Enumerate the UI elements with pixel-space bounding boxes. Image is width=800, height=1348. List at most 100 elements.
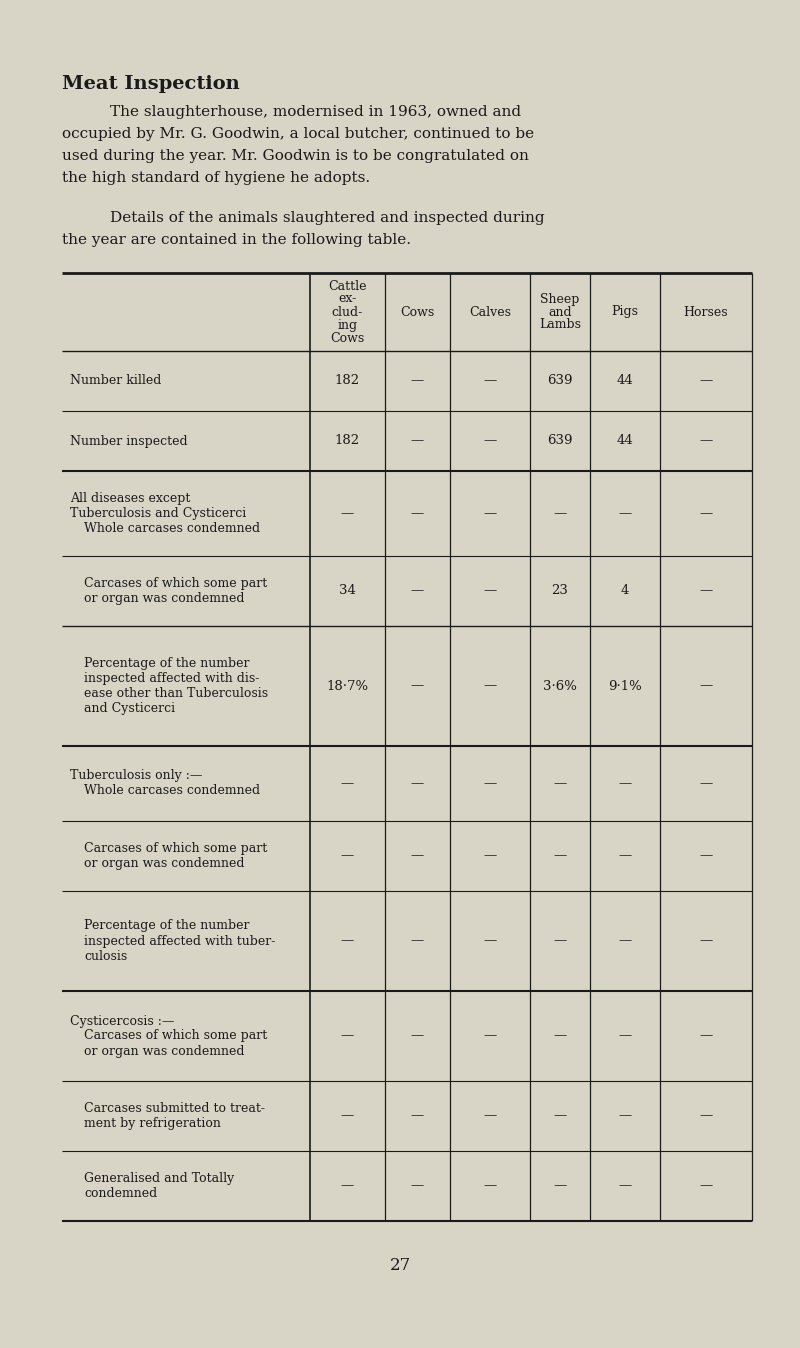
Text: All diseases except: All diseases except (70, 492, 190, 506)
Text: —: — (411, 375, 424, 387)
Text: —: — (411, 776, 424, 790)
Text: —: — (699, 679, 713, 693)
Text: —: — (341, 1109, 354, 1123)
Text: ment by refrigeration: ment by refrigeration (84, 1117, 221, 1130)
Text: 182: 182 (335, 375, 360, 387)
Text: Carcases of which some part: Carcases of which some part (84, 577, 267, 590)
Text: Sheep: Sheep (540, 293, 580, 306)
Text: ex-: ex- (338, 293, 357, 306)
Text: —: — (618, 776, 632, 790)
Text: Whole carcases condemned: Whole carcases condemned (84, 785, 260, 798)
Text: —: — (618, 849, 632, 863)
Text: —: — (618, 1109, 632, 1123)
Text: —: — (341, 776, 354, 790)
Text: Tuberculosis and Cysticerci: Tuberculosis and Cysticerci (70, 507, 246, 520)
Text: —: — (483, 934, 497, 948)
Text: —: — (341, 507, 354, 520)
Text: —: — (699, 1030, 713, 1042)
Text: —: — (554, 1030, 566, 1042)
Text: occupied by Mr. G. Goodwin, a local butcher, continued to be: occupied by Mr. G. Goodwin, a local butc… (62, 127, 534, 142)
Text: —: — (618, 507, 632, 520)
Text: 639: 639 (547, 434, 573, 448)
Text: —: — (699, 434, 713, 448)
Text: Horses: Horses (684, 306, 728, 318)
Text: —: — (554, 507, 566, 520)
Text: 34: 34 (339, 585, 356, 597)
Text: —: — (699, 1109, 713, 1123)
Text: inspected affected with tuber-: inspected affected with tuber- (84, 934, 275, 948)
Text: —: — (618, 1180, 632, 1193)
Text: and Cysticerci: and Cysticerci (84, 702, 175, 714)
Text: 182: 182 (335, 434, 360, 448)
Text: —: — (411, 1109, 424, 1123)
Text: —: — (554, 849, 566, 863)
Text: condemned: condemned (84, 1188, 158, 1200)
Text: —: — (411, 585, 424, 597)
Text: —: — (699, 507, 713, 520)
Text: —: — (483, 375, 497, 387)
Text: Cysticercosis :—: Cysticercosis :— (70, 1015, 174, 1027)
Text: the high standard of hygiene he adopts.: the high standard of hygiene he adopts. (62, 171, 370, 185)
Text: —: — (411, 507, 424, 520)
Text: 18·7%: 18·7% (326, 679, 369, 693)
Text: Lambs: Lambs (539, 318, 581, 332)
Text: —: — (341, 1180, 354, 1193)
Text: —: — (618, 934, 632, 948)
Text: Cows: Cows (330, 332, 365, 345)
Text: —: — (554, 776, 566, 790)
Text: —: — (618, 1030, 632, 1042)
Text: Calves: Calves (469, 306, 511, 318)
Text: Number inspected: Number inspected (70, 434, 188, 448)
Text: Percentage of the number: Percentage of the number (84, 919, 250, 933)
Text: Pigs: Pigs (611, 306, 638, 318)
Text: —: — (483, 507, 497, 520)
Text: The slaughterhouse, modernised in 1963, owned and: The slaughterhouse, modernised in 1963, … (110, 105, 521, 119)
Text: 4: 4 (621, 585, 629, 597)
Text: —: — (554, 1109, 566, 1123)
Text: Percentage of the number: Percentage of the number (84, 656, 250, 670)
Text: 639: 639 (547, 375, 573, 387)
Text: —: — (411, 679, 424, 693)
Text: —: — (411, 849, 424, 863)
Text: Carcases of which some part: Carcases of which some part (84, 842, 267, 855)
Text: culosis: culosis (84, 949, 127, 962)
Text: —: — (411, 934, 424, 948)
Text: —: — (341, 1030, 354, 1042)
Text: clud-: clud- (332, 306, 363, 318)
Text: or organ was condemned: or organ was condemned (84, 592, 245, 605)
Text: —: — (483, 585, 497, 597)
Text: —: — (411, 1030, 424, 1042)
Text: —: — (699, 849, 713, 863)
Text: Cattle: Cattle (328, 279, 366, 293)
Text: —: — (699, 1180, 713, 1193)
Text: —: — (341, 934, 354, 948)
Text: —: — (483, 1030, 497, 1042)
Text: Tuberculosis only :—: Tuberculosis only :— (70, 770, 202, 782)
Text: ease other than Tuberculosis: ease other than Tuberculosis (84, 687, 268, 700)
Text: Carcases submitted to treat-: Carcases submitted to treat- (84, 1103, 265, 1115)
Text: —: — (699, 776, 713, 790)
Text: Details of the animals slaughtered and inspected during: Details of the animals slaughtered and i… (110, 212, 545, 225)
Text: —: — (411, 1180, 424, 1193)
Text: —: — (483, 849, 497, 863)
Text: Cows: Cows (400, 306, 434, 318)
Text: 23: 23 (551, 585, 569, 597)
Text: 3·6%: 3·6% (543, 679, 577, 693)
Text: ing: ing (338, 318, 358, 332)
Text: 44: 44 (617, 375, 634, 387)
Text: or organ was condemned: or organ was condemned (84, 857, 245, 869)
Text: —: — (699, 934, 713, 948)
Text: —: — (483, 679, 497, 693)
Text: —: — (341, 849, 354, 863)
Text: and: and (548, 306, 572, 318)
Text: 44: 44 (617, 434, 634, 448)
Text: 27: 27 (390, 1258, 410, 1274)
Text: —: — (483, 434, 497, 448)
Text: —: — (483, 1180, 497, 1193)
Text: —: — (554, 1180, 566, 1193)
Text: used during the year. Mr. Goodwin is to be congratulated on: used during the year. Mr. Goodwin is to … (62, 150, 529, 163)
Text: Meat Inspection: Meat Inspection (62, 75, 240, 93)
Text: Whole carcases condemned: Whole carcases condemned (84, 522, 260, 535)
Text: Number killed: Number killed (70, 375, 162, 387)
Text: —: — (699, 375, 713, 387)
